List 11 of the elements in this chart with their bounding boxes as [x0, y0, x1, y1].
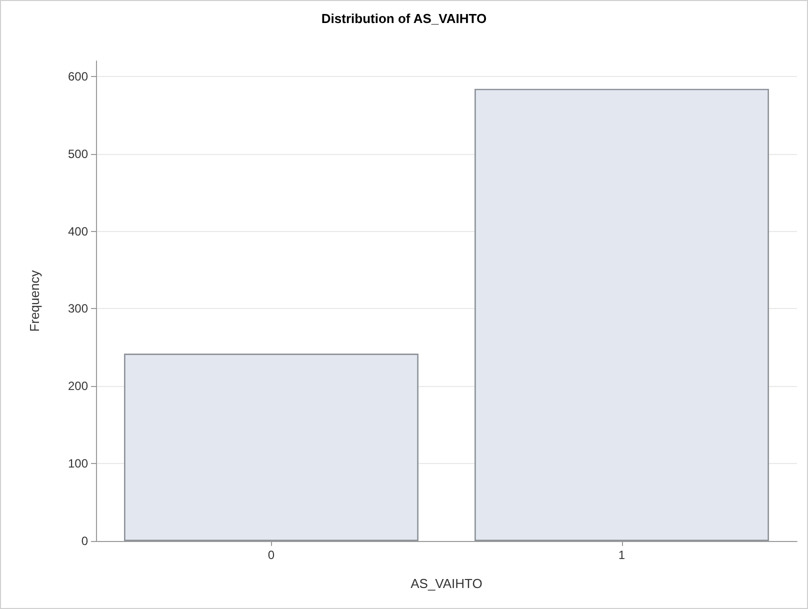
chart-title: Distribution of AS_VAIHTO	[321, 11, 487, 26]
x-axis-title: AS_VAIHTO	[410, 576, 482, 591]
x-tick-label: 1	[618, 548, 626, 562]
y-tick-label: 400	[68, 224, 88, 238]
y-tick-label: 300	[68, 302, 88, 316]
y-axis-title: Frequency	[27, 270, 42, 332]
y-tick-label: 600	[68, 69, 88, 84]
y-tick-label: 500	[68, 146, 88, 161]
y-tick-label: 0	[81, 534, 88, 548]
y-tick-label: 100	[68, 456, 88, 471]
y-tick-label: 200	[68, 379, 88, 394]
